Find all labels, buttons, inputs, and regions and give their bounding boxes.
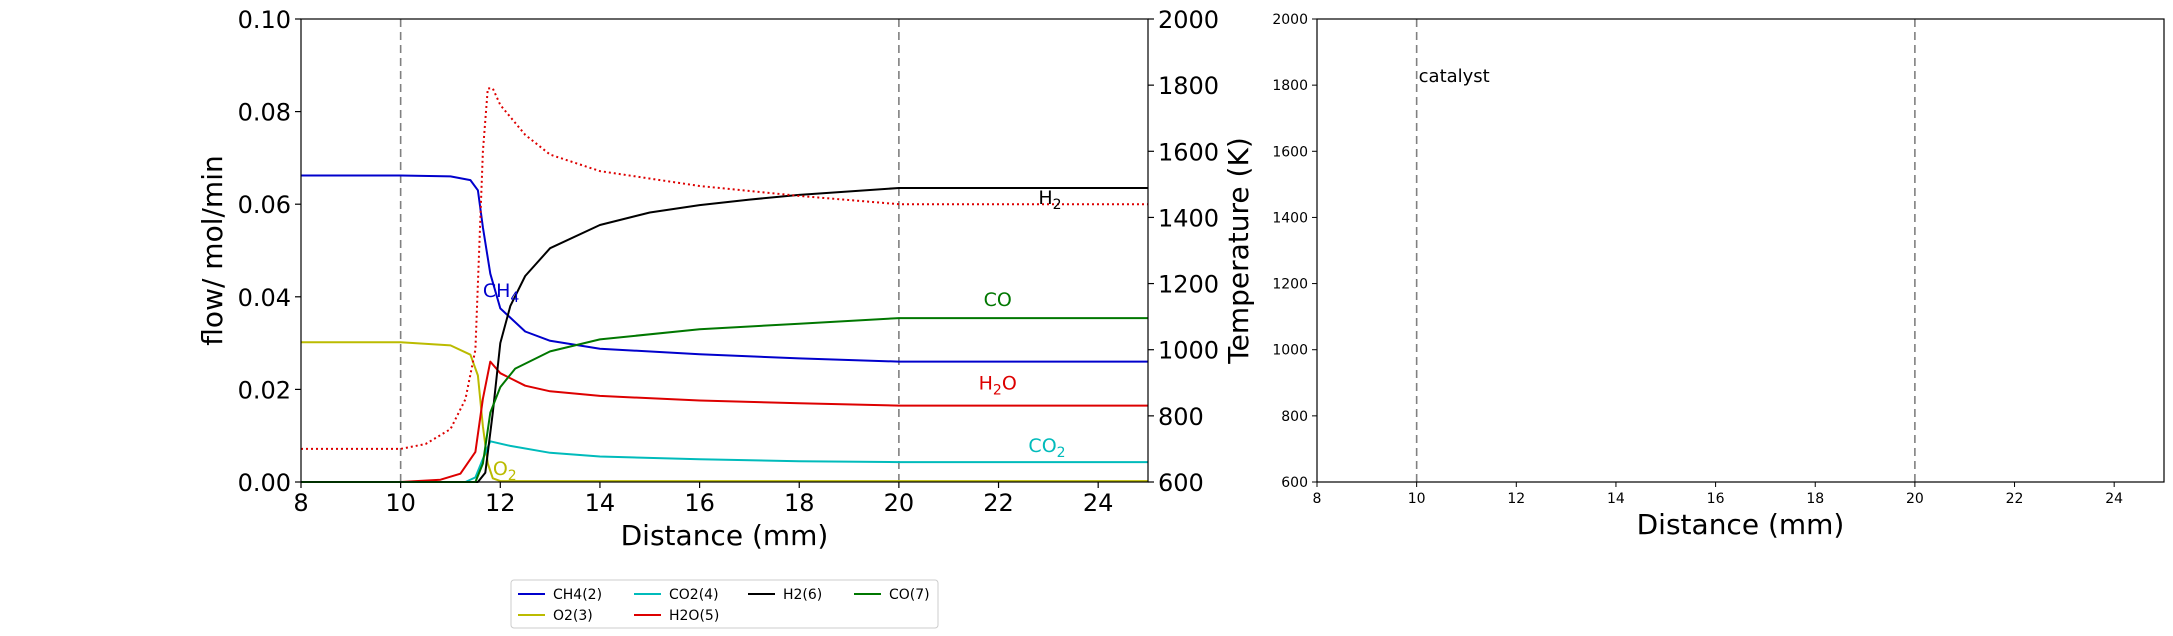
right-x-tick-label: 14 bbox=[1607, 491, 1625, 507]
series-line-co2-4- bbox=[301, 440, 1148, 483]
y-tick-label: 0.08 bbox=[238, 99, 291, 127]
x-tick-label: 8 bbox=[293, 489, 308, 517]
y-tick-label: 0.06 bbox=[238, 191, 291, 219]
right-y-tick-label: 1000 bbox=[1272, 343, 1308, 359]
species-annotation-3: H2O bbox=[979, 372, 1017, 398]
right-chart: 8 10 12 14 16 18 20 22 24 600 800 1000 1200 1400 1600 1… bbox=[1272, 12, 2165, 541]
right-y-tick-label: 1800 bbox=[1272, 78, 1308, 94]
legend: CH4(2) CO2(4) H2(6) CO(7) O2(3) H2O(5) bbox=[510, 579, 939, 629]
right-y-tick-label: 1600 bbox=[1272, 144, 1308, 160]
right-x-tick-label: 22 bbox=[2006, 491, 2024, 507]
legend-label: O2(3) bbox=[553, 608, 593, 624]
x-axis-label: Distance (mm) bbox=[621, 519, 829, 552]
y2-tick-label: 1000 bbox=[1158, 337, 1219, 365]
left-plot-frame bbox=[300, 18, 1149, 483]
legend-label: H2O(5) bbox=[669, 608, 719, 624]
series-line-h2-6- bbox=[301, 187, 1148, 483]
species-annotation-2: CO bbox=[984, 289, 1012, 311]
right-y-tick-label: 2000 bbox=[1272, 12, 1308, 28]
right-x-tick-label: 8 bbox=[1313, 491, 1322, 507]
y2-tick-label: 600 bbox=[1158, 469, 1204, 497]
series-line-co-7- bbox=[301, 317, 1148, 483]
right-x-axis-label: Distance (mm) bbox=[1637, 508, 1845, 541]
right-y-tick-label: 1200 bbox=[1272, 277, 1308, 293]
series-line-o2-3- bbox=[301, 341, 1148, 483]
y2-tick-label: 1400 bbox=[1158, 204, 1219, 232]
right-x-tick-label: 20 bbox=[1906, 491, 1924, 507]
series-line-ch4-2- bbox=[301, 174, 1148, 363]
species-annotation-5: O2 bbox=[493, 458, 517, 484]
y-axis-label: flow/ mol/min bbox=[196, 155, 229, 345]
x-tick-label: 16 bbox=[684, 489, 715, 517]
y2-tick-label: 1600 bbox=[1158, 138, 1219, 166]
x-tick-label: 12 bbox=[485, 489, 516, 517]
x-tick-label: 22 bbox=[983, 489, 1014, 517]
x-tick-label: 20 bbox=[884, 489, 915, 517]
legend-label: H2(6) bbox=[783, 587, 822, 603]
right-x-tick-label: 10 bbox=[1408, 491, 1426, 507]
y2-tick-label: 800 bbox=[1158, 403, 1204, 431]
right-y-tick-label: 600 bbox=[1281, 475, 1308, 491]
y-tick-label: 0.02 bbox=[238, 376, 291, 404]
species-annotation-4: CO2 bbox=[1028, 435, 1065, 461]
x-tick-label: 18 bbox=[784, 489, 815, 517]
legend-label: CO(7) bbox=[889, 587, 930, 603]
legend-label: CH4(2) bbox=[553, 587, 602, 603]
y2-tick-label: 1200 bbox=[1158, 271, 1219, 299]
y2-axis-label: Temperature (K) bbox=[1222, 137, 1255, 364]
right-x-tick-label: 18 bbox=[1806, 491, 1824, 507]
x-tick-label: 14 bbox=[585, 489, 616, 517]
species-annotation-1: CH4 bbox=[483, 280, 520, 306]
catalyst-label: catalyst bbox=[1419, 66, 1490, 87]
y2-tick-label: 1800 bbox=[1158, 72, 1219, 100]
y-tick-label: 0.10 bbox=[238, 6, 291, 34]
right-x-tick-label: 12 bbox=[1507, 491, 1525, 507]
left-chart: 8 10 12 14 16 18 20 22 24 0.00 0.02 0.04 0.06 0.08 0.1… bbox=[196, 6, 1255, 552]
legend-label: CO2(4) bbox=[669, 587, 719, 603]
y2-tick-label: 2000 bbox=[1158, 6, 1219, 34]
y-tick-label: 0.04 bbox=[238, 284, 291, 312]
series-line-h2o-5- bbox=[301, 360, 1148, 483]
x-tick-label: 10 bbox=[385, 489, 416, 517]
temperature-series-line bbox=[301, 87, 1148, 450]
legend-box bbox=[510, 579, 939, 629]
right-plot-frame bbox=[1316, 18, 2165, 483]
right-y-tick-label: 800 bbox=[1281, 409, 1308, 425]
right-x-tick-label: 16 bbox=[1707, 491, 1725, 507]
y-tick-label: 0.00 bbox=[238, 469, 291, 497]
species-annotation-0: H2 bbox=[1038, 187, 1061, 213]
x-tick-label: 24 bbox=[1083, 489, 1114, 517]
right-x-tick-label: 24 bbox=[2105, 491, 2123, 507]
right-y-tick-label: 1400 bbox=[1272, 210, 1308, 226]
